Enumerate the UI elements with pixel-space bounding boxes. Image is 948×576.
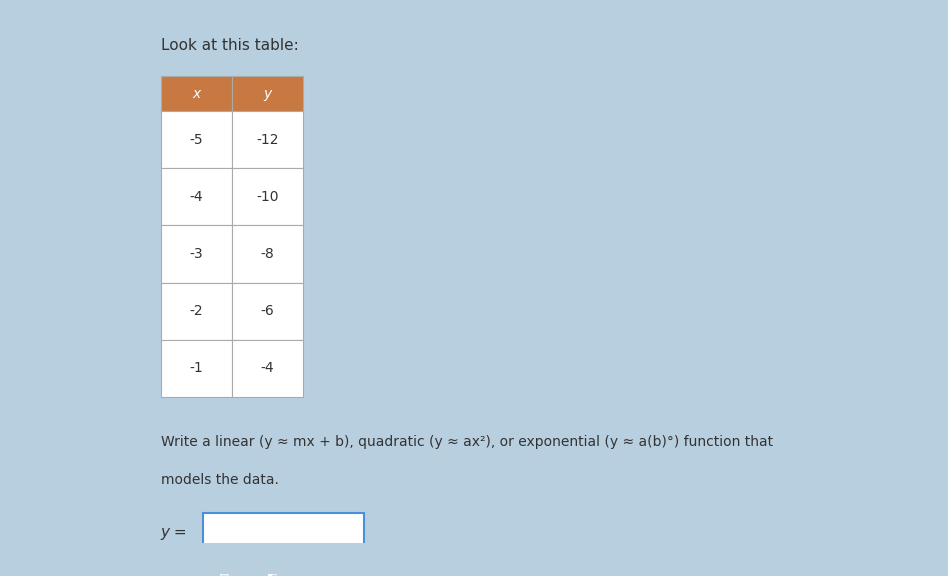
- Text: -3: -3: [190, 247, 203, 261]
- Text: -4: -4: [261, 361, 274, 375]
- Text: -8: -8: [261, 247, 274, 261]
- Text: models the data.: models the data.: [161, 473, 279, 487]
- FancyBboxPatch shape: [161, 339, 231, 397]
- FancyBboxPatch shape: [203, 513, 364, 554]
- FancyBboxPatch shape: [161, 282, 231, 339]
- FancyBboxPatch shape: [231, 168, 302, 225]
- FancyBboxPatch shape: [161, 111, 231, 168]
- FancyBboxPatch shape: [231, 111, 302, 168]
- Text: Write a linear (y ≈ mx + b), quadratic (y ≈ ax²), or exponential (y ≈ a(b)°) fun: Write a linear (y ≈ mx + b), quadratic (…: [161, 435, 773, 449]
- Text: x: x: [192, 87, 200, 101]
- Text: -10: -10: [256, 190, 279, 204]
- Text: ▤: ▤: [219, 572, 229, 576]
- Text: y: y: [263, 87, 271, 101]
- Text: -1: -1: [190, 361, 203, 375]
- FancyBboxPatch shape: [231, 282, 302, 339]
- FancyBboxPatch shape: [161, 76, 231, 111]
- Text: -6: -6: [261, 304, 274, 318]
- Text: ◧: ◧: [266, 572, 277, 576]
- FancyBboxPatch shape: [203, 562, 246, 576]
- Text: -5: -5: [190, 133, 203, 147]
- FancyBboxPatch shape: [161, 225, 231, 282]
- Text: Look at this table:: Look at this table:: [161, 38, 299, 53]
- Text: -2: -2: [190, 304, 203, 318]
- FancyBboxPatch shape: [231, 225, 302, 282]
- FancyBboxPatch shape: [161, 168, 231, 225]
- Text: y =: y =: [161, 525, 188, 540]
- FancyBboxPatch shape: [231, 76, 302, 111]
- FancyBboxPatch shape: [250, 562, 293, 576]
- Text: -12: -12: [256, 133, 279, 147]
- Text: -4: -4: [190, 190, 203, 204]
- FancyBboxPatch shape: [231, 339, 302, 397]
